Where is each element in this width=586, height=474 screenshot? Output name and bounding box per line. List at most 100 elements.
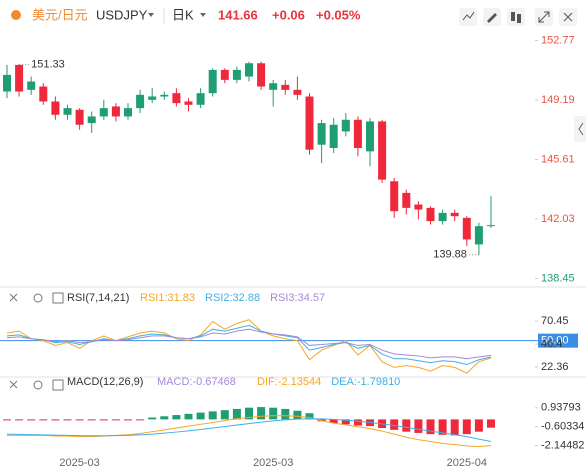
change: +0.06 [272, 7, 305, 22]
tool-icon [487, 13, 497, 23]
candle-body [15, 64, 24, 92]
y-tick-label: 22.36 [541, 361, 569, 373]
annotation: 151.33 [31, 58, 65, 70]
candle-body [487, 225, 495, 227]
side-arrow [578, 122, 584, 136]
candle-body [27, 81, 36, 90]
legend-label: DEA:-1.79810 [331, 376, 400, 388]
macd-bar [390, 419, 399, 430]
macd-bar [208, 411, 217, 420]
candle-body [269, 83, 278, 90]
tool-icon [511, 12, 515, 21]
macd-bar [160, 416, 169, 420]
dropdown-arrow[interactable] [200, 13, 206, 17]
candle-body [63, 108, 72, 115]
candle-body [75, 109, 84, 125]
settings-icon[interactable] [52, 379, 64, 391]
macd-bar [124, 419, 132, 421]
macd-bar [474, 419, 483, 432]
candle-body [474, 226, 483, 245]
candle-body [136, 94, 145, 109]
tool-icon [462, 11, 475, 21]
x-tick-label: 2025-03 [59, 457, 99, 469]
legend-label: MACD:-0.67468 [157, 376, 236, 388]
macd-bar [293, 410, 302, 420]
y-tick-label: 149.19 [541, 94, 575, 106]
candle-body [390, 181, 399, 212]
macd-bar [3, 419, 11, 421]
candle-body [196, 93, 205, 105]
macd-bar [438, 419, 447, 435]
macd-bar [414, 419, 423, 433]
macd-bar [75, 419, 84, 421]
tool-button[interactable] [459, 8, 477, 26]
candle-body [220, 69, 229, 80]
series-line [6, 324, 492, 366]
period[interactable]: 日K [172, 7, 194, 22]
candle-body [426, 207, 435, 222]
y-tick-label: -2.14482 [541, 440, 584, 452]
tool-icon [517, 14, 521, 23]
y-tick-label: 138.45 [541, 272, 575, 284]
candle-body [99, 108, 108, 117]
panel-title: MACD(12,26,9) [67, 376, 143, 388]
y-tick-label: 50.00 [541, 335, 569, 347]
candle-body [402, 192, 411, 208]
x-tick-label: 2025-04 [447, 457, 487, 469]
symbol[interactable]: USDJPY [96, 7, 148, 22]
candle-body [160, 94, 169, 97]
candle-body [51, 101, 60, 115]
candle-body [172, 93, 181, 104]
macd-bar [51, 419, 60, 421]
macd-bar [184, 413, 193, 420]
candle-body [438, 212, 447, 222]
macd-bar [15, 419, 24, 421]
dropdown-arrow[interactable] [148, 13, 154, 17]
candle-body [450, 212, 459, 217]
settings-icon[interactable] [52, 292, 64, 304]
candle-body [111, 106, 120, 117]
candle-body [329, 124, 338, 149]
change-pct: +0.05% [316, 7, 361, 22]
candle-body [341, 119, 350, 132]
macd-bar [305, 413, 314, 420]
x-tick-label: 2025-03 [253, 457, 293, 469]
candle-body [148, 96, 157, 100]
candle-body [366, 121, 374, 152]
candle-body [378, 121, 387, 180]
candle-body [232, 69, 241, 80]
macd-bar [232, 408, 241, 420]
y-tick-label: 142.03 [541, 213, 575, 225]
close-icon[interactable] [9, 293, 18, 302]
candle-body [124, 108, 132, 117]
candle-body [293, 89, 302, 95]
candle-body [281, 84, 290, 90]
y-tick-label: 145.61 [541, 153, 575, 165]
y-tick-label: 152.77 [541, 34, 575, 46]
candle-body [353, 119, 362, 149]
macd-bar [99, 419, 108, 421]
macd-bar [353, 419, 362, 426]
series-line [6, 319, 492, 374]
legend-label: RSI2:32.88 [205, 292, 260, 304]
gear-icon[interactable] [33, 293, 43, 303]
candle-body [462, 217, 471, 240]
tool-icon [538, 11, 550, 23]
panel-title: RSI(7,14,21) [67, 292, 129, 304]
pair-name[interactable]: 美元/日元 [32, 7, 88, 22]
side-toggle[interactable] [574, 116, 586, 142]
macd-bar [148, 417, 157, 420]
candle-body [87, 116, 96, 124]
tool-button[interactable] [507, 8, 525, 26]
macd-bar [269, 407, 278, 420]
candle-body [184, 101, 193, 105]
close-icon[interactable] [9, 380, 18, 389]
gear-icon[interactable] [33, 380, 43, 390]
macd-bar [450, 419, 459, 436]
legend-label: RSI3:34.57 [270, 292, 325, 304]
series-line [7, 415, 492, 447]
macd-bar [402, 419, 411, 432]
candle-body [245, 63, 253, 77]
macd-bar [245, 407, 253, 420]
